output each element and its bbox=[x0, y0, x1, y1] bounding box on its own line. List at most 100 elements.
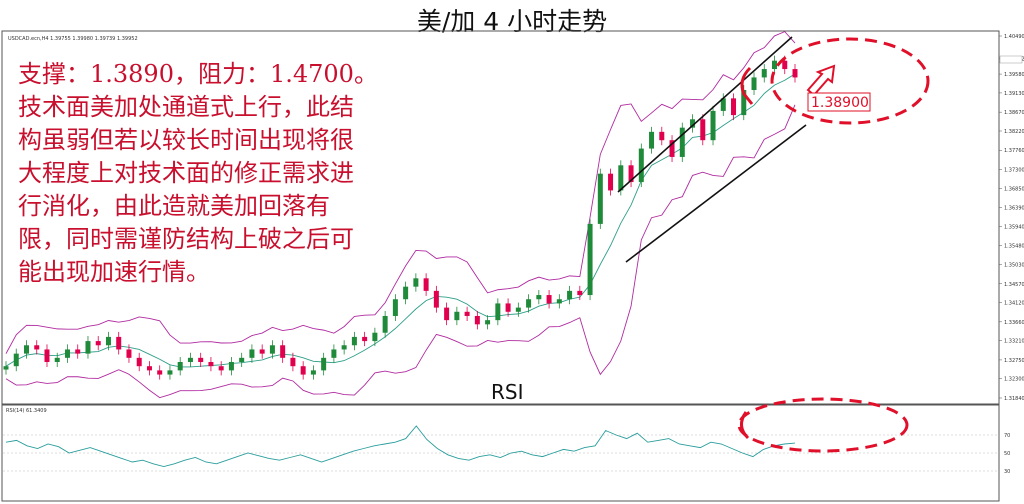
y-tick-label: 1.34570 bbox=[1004, 282, 1024, 288]
candle-body bbox=[34, 345, 40, 350]
y-tick-label: 1.35480 bbox=[1004, 244, 1024, 250]
candle-body bbox=[638, 148, 644, 183]
candle-body bbox=[259, 349, 265, 354]
candle-body bbox=[444, 307, 450, 321]
candle-body bbox=[167, 370, 173, 375]
candle-body bbox=[75, 349, 81, 354]
analysis-line: 行消化，由此造就美加回落有 bbox=[18, 192, 330, 220]
y-tick-label: 1.37300 bbox=[1004, 168, 1024, 174]
rsi-header: RSI(14) 61.3409 bbox=[6, 408, 47, 414]
candle-body bbox=[116, 336, 122, 350]
y-tick-label: 1.33210 bbox=[1004, 339, 1024, 345]
candle-body bbox=[546, 295, 552, 304]
candle-body bbox=[290, 357, 296, 367]
candle-body bbox=[372, 332, 378, 342]
candle-body bbox=[136, 357, 142, 367]
candle-body bbox=[44, 349, 50, 363]
candle-body bbox=[95, 341, 101, 346]
y-tick-label: 1.37760 bbox=[1004, 148, 1024, 154]
candle-body bbox=[126, 349, 132, 358]
candles bbox=[3, 55, 798, 380]
candle-body bbox=[54, 357, 60, 363]
rsi-level-label: 50 bbox=[1004, 451, 1010, 457]
candle-body bbox=[105, 336, 111, 346]
analysis-line: 支撑：1.3890，阻力：1.4700。 bbox=[18, 60, 378, 88]
candle-body bbox=[628, 165, 634, 183]
candle-body bbox=[413, 278, 419, 287]
y-tick-label: 1.32300 bbox=[1004, 377, 1024, 383]
candle-body bbox=[187, 357, 193, 363]
y-tick-label: 1.39580 bbox=[1004, 72, 1024, 78]
candle-body bbox=[300, 366, 306, 375]
upper-band bbox=[5, 31, 796, 354]
y-tick-label: 1.35030 bbox=[1004, 262, 1024, 268]
y-tick-label: 1.32750 bbox=[1004, 358, 1024, 364]
candle-body bbox=[556, 299, 562, 304]
candle-body bbox=[741, 89, 747, 116]
candle-body bbox=[720, 98, 726, 111]
candle-body bbox=[280, 345, 286, 358]
candle-body bbox=[669, 140, 675, 157]
candle-body bbox=[249, 349, 255, 358]
channel-upper-line bbox=[617, 36, 793, 193]
candle-body bbox=[382, 315, 388, 333]
rsi-level-label: 30 bbox=[1004, 469, 1010, 475]
y-tick-label: 1.31840 bbox=[1004, 396, 1024, 402]
candle-body bbox=[690, 119, 696, 128]
candle-body bbox=[177, 362, 183, 371]
candle-body bbox=[331, 349, 337, 358]
candle-body bbox=[587, 223, 593, 296]
candle-body bbox=[433, 290, 439, 308]
analysis-line: 大程度上对技术面的修正需求进 bbox=[18, 159, 354, 187]
support-price-label: 1.38900 bbox=[811, 95, 869, 111]
candle-body bbox=[208, 362, 214, 367]
analysis-line: 技术面美加处通道式上行，此结 bbox=[18, 93, 354, 121]
y-tick-label: 1.34120 bbox=[1004, 301, 1024, 307]
rsi-bracket bbox=[740, 411, 750, 440]
candle-body bbox=[495, 303, 501, 321]
candle-body bbox=[782, 60, 788, 70]
y-axis: 1.404901.399521.395801.391301.386701.382… bbox=[999, 34, 1024, 402]
candle-body bbox=[659, 131, 665, 141]
candle-body bbox=[198, 357, 204, 363]
candle-body bbox=[526, 299, 532, 308]
analysis-line: 能出现加速行情。 bbox=[18, 258, 210, 286]
candle-body bbox=[454, 311, 460, 321]
resistance-ellipse bbox=[770, 37, 930, 125]
candle-body bbox=[761, 69, 767, 78]
support-bracket bbox=[740, 66, 754, 105]
up-arrow-icon bbox=[806, 64, 836, 97]
y-tick-label: 1.36390 bbox=[1004, 206, 1024, 212]
rsi-panel bbox=[1, 404, 1000, 502]
candle-body bbox=[505, 303, 511, 312]
lower-band bbox=[5, 104, 796, 399]
candle-body bbox=[679, 127, 685, 157]
candle-body bbox=[464, 311, 470, 316]
candle-body bbox=[710, 110, 716, 141]
candle-body bbox=[792, 69, 798, 78]
y-tick-label: 1.38670 bbox=[1004, 110, 1024, 116]
candle-body bbox=[85, 341, 91, 354]
symbol-header: USDCAD.ecn,H4 1.39755 1.39980 1.39739 1.… bbox=[8, 36, 138, 42]
candle-body bbox=[392, 299, 398, 316]
candle-body bbox=[218, 366, 224, 371]
rsi-level-label: 70 bbox=[1004, 433, 1010, 439]
y-tick-label: 1.33660 bbox=[1004, 320, 1024, 326]
candle-body bbox=[423, 278, 429, 291]
candle-body bbox=[157, 370, 163, 375]
candle-body bbox=[608, 173, 614, 191]
candle-body bbox=[649, 131, 655, 149]
main-panel bbox=[1, 30, 1000, 405]
candle-body bbox=[64, 349, 70, 358]
candle-body bbox=[751, 77, 757, 90]
analysis-line: 构虽弱但若以较长时间出现将很 bbox=[18, 126, 354, 154]
channel-lower-line bbox=[625, 124, 807, 263]
y-tick-label: 1.35940 bbox=[1004, 224, 1024, 230]
analysis-line: 限，同时需谨防结构上破之后可 bbox=[18, 225, 354, 253]
candle-body bbox=[362, 336, 368, 342]
candle-body bbox=[474, 315, 480, 325]
candle-body bbox=[403, 286, 409, 300]
candle-body bbox=[731, 98, 737, 116]
candle-body bbox=[567, 290, 573, 300]
